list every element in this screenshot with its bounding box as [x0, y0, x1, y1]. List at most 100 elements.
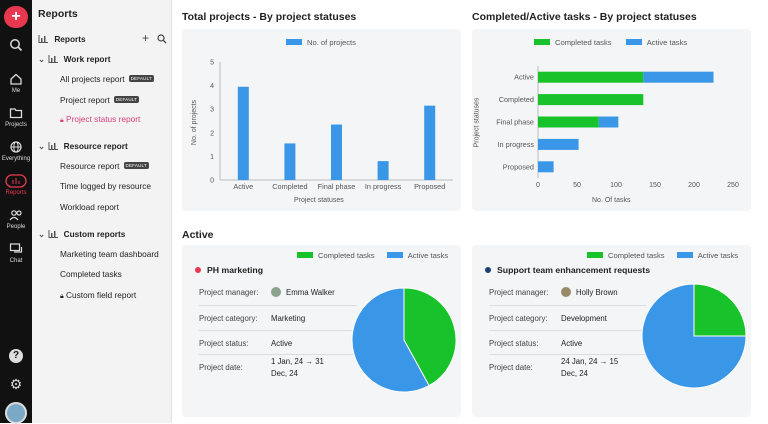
legend-swatch — [676, 252, 693, 258]
avatar — [561, 287, 571, 297]
rail-label-reports: Reports — [5, 190, 27, 196]
sidebar-reports-header[interactable]: Reports — [38, 34, 86, 44]
manager-value: Emma Walker — [271, 287, 335, 297]
item-label: Completed tasks — [60, 269, 122, 279]
rail-search[interactable] — [0, 38, 32, 54]
sidebar-item-resource-report[interactable]: Resource report DEFAULT — [60, 161, 149, 171]
status-value: Active — [271, 339, 293, 348]
item-label: All projects report — [60, 74, 125, 84]
manager-label: Project manager: — [199, 288, 259, 297]
bar-active — [643, 71, 714, 83]
lock-icon: 🔒︎ — [60, 117, 64, 124]
chat-icon — [9, 243, 23, 253]
sidebar-item-completed-tasks[interactable]: Completed tasks — [60, 269, 122, 279]
sidebar-item-project-report[interactable]: Project report DEFAULT — [60, 95, 140, 105]
y-tick-label: 2 — [210, 130, 214, 137]
settings-button[interactable]: ⚙ — [0, 376, 32, 393]
chart2-ylabel: Project statuses — [473, 97, 481, 148]
bar-active — [598, 116, 619, 128]
legend-label: Completed tasks — [318, 251, 375, 260]
rail-reports[interactable]: Reports — [0, 174, 32, 196]
user-avatar[interactable] — [5, 402, 27, 424]
rail-chat[interactable]: Chat — [0, 242, 32, 264]
item-label: Project status report — [66, 114, 141, 124]
bar-completed — [538, 116, 599, 128]
x-tick-label: 0 — [536, 182, 540, 189]
sidebar-item-workload-report[interactable]: Workload report — [60, 202, 119, 212]
item-label: Marketing team dashboard — [60, 249, 159, 259]
bar-chart-icon — [48, 230, 59, 238]
pie-chart-support-team — [641, 283, 747, 389]
help-button[interactable]: ? — [0, 349, 32, 363]
group-label: Resource report — [63, 141, 128, 151]
sidebar-item-all-projects-report[interactable]: All projects report DEFAULT — [60, 74, 154, 84]
chevron-down-icon: ⌄ — [38, 141, 45, 151]
report-main: Total projects - By project statuses Com… — [172, 0, 768, 423]
group-work-report[interactable]: ⌄ Work report — [38, 54, 111, 64]
stacked-bar-chart-tasks: 0 50 100 150 200 250 Active Completed Final phas… — [496, 66, 739, 189]
default-badge: DEFAULT — [123, 162, 149, 169]
date-label: Project date: — [199, 363, 243, 372]
legend-swatch — [534, 39, 550, 45]
divider — [489, 330, 647, 331]
manager-value: Holly Brown — [561, 287, 618, 297]
chevron-down-icon: ⌄ — [38, 229, 45, 239]
bar — [284, 143, 296, 180]
rail-projects[interactable]: Projects — [0, 106, 32, 128]
avatar — [271, 287, 281, 297]
reports-sidebar: Reports Reports + ⌄ Work report All proj… — [32, 0, 172, 423]
pie2-legend: Completed tasks Active tasks — [587, 251, 738, 260]
group-custom-reports[interactable]: ⌄ Custom reports — [38, 229, 125, 239]
pie-slice-active — [641, 283, 747, 389]
rail-people[interactable]: People — [0, 208, 32, 230]
pie-slice-completed — [693, 283, 747, 337]
divider — [489, 354, 647, 355]
category-label: Project category: — [199, 314, 258, 323]
x-tick-label: Active — [233, 182, 253, 191]
default-badge: DEFAULT — [128, 75, 154, 82]
date-value-line2: Dec, 24 — [561, 369, 588, 378]
bar — [424, 105, 436, 180]
item-label: Project report — [60, 95, 110, 105]
x-tick-label: In progress — [365, 182, 402, 191]
legend-label: No. of projects — [307, 38, 356, 47]
bar-active — [538, 138, 579, 150]
date-value-line2: Dec, 24 — [271, 369, 298, 378]
y-tick-label: 5 — [210, 60, 214, 67]
chart2-xlabel: No. Of tasks — [592, 197, 631, 204]
project-title[interactable]: Support team enhancement requests — [485, 265, 650, 275]
y-tick-label: Final phase — [496, 118, 534, 127]
y-tick-label: 4 — [210, 83, 214, 90]
project-color-dot — [195, 267, 201, 273]
sidebar-item-custom-field-report[interactable]: 🔒︎ Custom field report — [60, 290, 136, 301]
project-name: PH marketing — [207, 265, 264, 275]
sidebar-item-project-status-report[interactable]: 🔒︎ Project status report — [60, 114, 140, 125]
add-icon[interactable]: + — [4, 6, 28, 28]
bar-active — [538, 161, 554, 173]
rail-me[interactable]: Me — [0, 72, 32, 94]
legend-swatch — [587, 252, 603, 258]
legend-swatch — [297, 252, 313, 258]
item-label: Resource report — [60, 161, 120, 171]
people-icon — [9, 210, 22, 221]
project-name: Support team enhancement requests — [497, 265, 651, 275]
chart1-title: Total projects - By project statuses — [182, 11, 357, 23]
bar-chart-icon — [48, 55, 59, 63]
date-label: Project date: — [489, 363, 533, 372]
project-title[interactable]: PH marketing — [195, 265, 263, 275]
add-report-icon[interactable]: + — [142, 31, 150, 45]
x-tick-label: 150 — [649, 182, 661, 189]
divider — [199, 330, 357, 331]
item-label: Workload report — [60, 202, 119, 212]
bar-chart-icon — [38, 35, 48, 43]
folder-icon — [9, 108, 23, 119]
lock-icon: 🔒︎ — [60, 293, 64, 300]
sidebar-item-marketing-dashboard[interactable]: Marketing team dashboard — [60, 249, 159, 259]
rail-everything[interactable]: Everything — [0, 140, 32, 162]
pie-slice-active — [351, 287, 430, 393]
sidebar-item-time-logged[interactable]: Time logged by resource — [60, 181, 151, 191]
group-resource-report[interactable]: ⌄ Resource report — [38, 141, 128, 151]
search-reports-icon[interactable] — [157, 34, 167, 44]
status-label: Project status: — [489, 339, 539, 348]
pie1-legend: Completed tasks Active tasks — [297, 251, 448, 260]
